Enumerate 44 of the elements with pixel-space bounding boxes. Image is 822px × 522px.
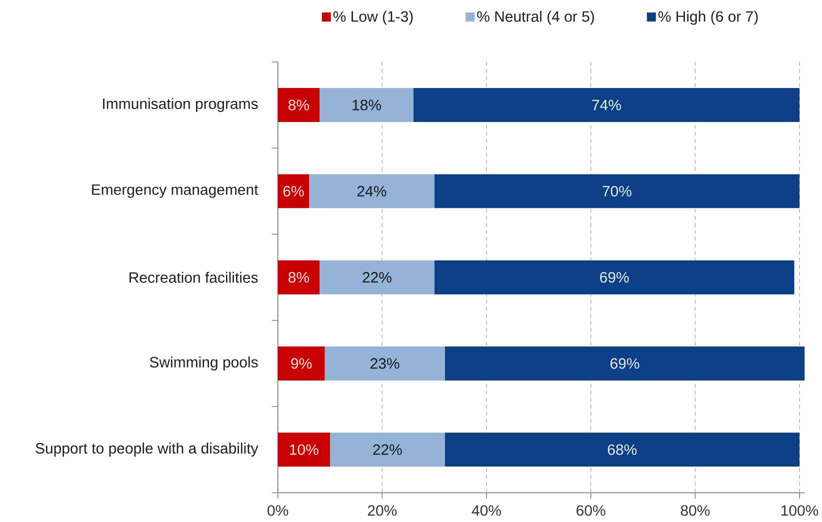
- data-label: 8%: [288, 100, 309, 110]
- x-tick-label: 20%: [368, 505, 397, 516]
- y-tick-label: Swimming pools: [150, 356, 258, 371]
- y-tick-label: Emergency management: [92, 184, 258, 198]
- data-label: 24%: [357, 186, 386, 197]
- bar: [278, 88, 320, 122]
- bar: [320, 88, 414, 122]
- data-label: 9%: [291, 358, 312, 369]
- y-tick-label: Recreation facilities: [130, 272, 258, 283]
- data-label: 22%: [373, 444, 402, 456]
- bar: [320, 260, 434, 294]
- bar: [324, 346, 445, 381]
- data-label: 70%: [602, 186, 632, 197]
- bar: [309, 174, 434, 208]
- x-tick-label: 80%: [680, 505, 710, 516]
- bar: [444, 346, 805, 381]
- bar: [278, 346, 325, 381]
- data-label: 74%: [592, 100, 621, 110]
- data-label: 68%: [608, 444, 637, 456]
- bar: [278, 432, 330, 467]
- x-tick-label: 0%: [268, 505, 288, 516]
- bar: [278, 174, 310, 208]
- data-label: 10%: [290, 444, 318, 456]
- bar: [434, 174, 800, 208]
- x-tick-label: 100%: [781, 505, 818, 516]
- bar: [278, 260, 320, 294]
- data-label: 22%: [362, 272, 392, 283]
- data-label: 69%: [600, 272, 629, 283]
- bar: [434, 260, 794, 294]
- x-tick-label: 40%: [472, 505, 501, 516]
- bar: [330, 432, 445, 467]
- bar: [413, 88, 800, 122]
- bar: [444, 432, 800, 467]
- data-label: 6%: [283, 186, 304, 197]
- legend-label: % High (6 or 7): [658, 10, 758, 25]
- x-tick-label: 60%: [576, 505, 606, 516]
- y-tick-label: Immunisation programs: [103, 98, 258, 112]
- data-label: 69%: [610, 358, 640, 369]
- data-label: 18%: [352, 100, 381, 110]
- data-label: 23%: [370, 358, 400, 369]
- y-tick-label: Support to people with a disability: [36, 442, 258, 457]
- legend-label: % Neutral (4 or 5): [477, 10, 594, 25]
- data-label: 8%: [288, 272, 309, 283]
- legend-label: % Low (1-3): [333, 10, 413, 25]
